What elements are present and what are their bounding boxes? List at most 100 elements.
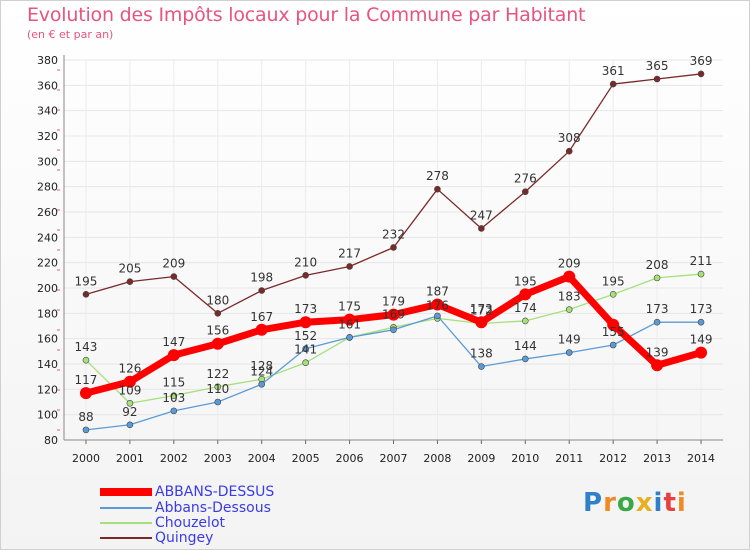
data-label: 276 [514, 172, 537, 186]
data-label: 187 [426, 284, 449, 298]
data-point [170, 407, 178, 415]
data-label: 167 [250, 310, 273, 324]
data-point [167, 349, 180, 362]
data-point [478, 225, 485, 232]
data-point [651, 359, 664, 372]
data-label: 117 [75, 373, 98, 387]
data-label: 365 [646, 59, 669, 73]
x-tick-label: 2004 [248, 452, 276, 465]
data-label: 92 [122, 405, 137, 419]
y-tick-label: 340 [37, 105, 58, 118]
chart-title: Evolution des Impôts locaux pour la Comm… [27, 4, 586, 26]
legend [100, 488, 152, 539]
logo-letter: i [653, 488, 664, 518]
data-label: 122 [206, 367, 229, 381]
data-point [346, 263, 353, 270]
logo-letter: P [583, 488, 604, 518]
data-label: 209 [162, 257, 185, 271]
data-point [609, 80, 617, 88]
x-tick-label: 2001 [116, 452, 144, 465]
data-point [343, 313, 356, 326]
logo-letter: o [616, 488, 636, 518]
y-tick-label: 140 [37, 358, 58, 371]
data-point [214, 310, 222, 317]
legend-label-abbans-dessus: ABBANS-DESSUS [155, 484, 275, 500]
y-tick-label: 360 [37, 79, 58, 92]
data-point [390, 244, 397, 251]
x-tick-label: 2008 [423, 452, 451, 465]
data-label: 149 [690, 333, 713, 347]
legend-label-abbans-dessous: Abbans-Dessous [155, 500, 271, 516]
data-label: 217 [338, 246, 361, 260]
data-label: 173 [690, 302, 713, 316]
y-tick-label: 180 [37, 307, 58, 320]
data-point [302, 272, 309, 279]
data-point [126, 278, 134, 285]
data-label: 149 [558, 333, 581, 347]
data-point [82, 426, 90, 434]
data-label: 126 [118, 362, 141, 376]
data-point [434, 312, 441, 320]
data-label: 174 [514, 301, 537, 315]
data-point [170, 392, 178, 399]
data-point [258, 287, 266, 294]
data-label: 209 [558, 257, 581, 271]
x-tick-label: 2011 [555, 452, 583, 465]
x-tick-label: 2006 [336, 452, 364, 465]
data-point [126, 399, 134, 407]
x-tick-label: 2013 [643, 452, 671, 465]
data-point [214, 383, 222, 391]
data-label: 205 [118, 262, 141, 276]
chart-subtitle: (en € et par an) [27, 28, 114, 41]
data-point [387, 308, 400, 321]
data-labels: 117 126 147 156 167 173 175 179 187 173 195 209 139 1… [75, 54, 713, 424]
y-tick-label: 240 [37, 231, 58, 244]
x-tick-label: 2009 [467, 452, 495, 465]
data-point [653, 75, 661, 83]
data-label: 161 [338, 317, 361, 331]
legend-label-quingey: Quingey [155, 530, 214, 546]
y-tick-label: 300 [37, 155, 58, 168]
data-point [607, 318, 620, 331]
data-point [697, 270, 705, 278]
data-label: 198 [250, 271, 273, 285]
data-point [653, 318, 661, 326]
data-point [521, 188, 529, 196]
y-tick-label: 120 [37, 383, 58, 396]
data-label: 173 [646, 302, 669, 316]
data-label: 278 [426, 169, 449, 183]
data-point [126, 421, 134, 429]
data-label: 115 [162, 376, 185, 390]
data-label: 176 [426, 298, 449, 312]
data-label: 183 [558, 290, 581, 304]
data-label: 110 [206, 382, 229, 396]
data-label: 232 [382, 227, 405, 241]
data-label: 88 [78, 410, 93, 424]
x-tick-label: 2012 [599, 452, 627, 465]
data-label: 361 [602, 64, 625, 78]
y-tick-label: 320 [37, 130, 58, 143]
x-tick-label: 2007 [380, 452, 408, 465]
data-point [82, 291, 90, 298]
data-point [302, 359, 309, 367]
data-point [519, 288, 532, 301]
data-label: 144 [514, 339, 537, 353]
data-label: 175 [338, 300, 361, 314]
data-label: 155 [602, 325, 625, 339]
y-tick-label: 200 [37, 282, 58, 295]
data-point [346, 334, 353, 341]
data-point [258, 380, 266, 388]
data-label: 173 [470, 302, 493, 316]
data-label: 143 [75, 340, 98, 354]
proxiti-logo: Proxiti [583, 488, 687, 518]
data-label: 195 [602, 274, 625, 288]
data-label: 139 [646, 345, 669, 359]
data-label: 195 [75, 274, 98, 288]
data-point [302, 345, 309, 353]
data-label: 138 [470, 347, 493, 361]
logo-letter: r [603, 488, 617, 518]
data-point [697, 70, 705, 78]
data-point [431, 298, 444, 311]
